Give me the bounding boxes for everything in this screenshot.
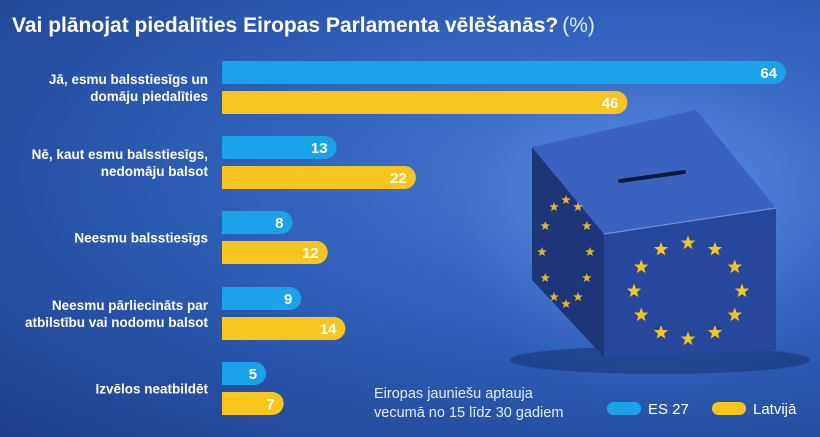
bar-es27-1 xyxy=(222,61,786,84)
legend-swatch-latvija xyxy=(712,402,746,415)
bar-latvija-4 xyxy=(222,317,346,340)
survey-note-line: vecumā no 15 līdz 30 gadiem xyxy=(374,405,563,421)
eu-star-icon xyxy=(653,325,669,339)
category-label-4: atbilstību vai nodomu balsot xyxy=(25,315,209,330)
title-text: Vai plānojat piedalīties Eiropas Parlame… xyxy=(12,14,559,37)
eu-star-icon xyxy=(734,283,750,298)
bar-es27-5 xyxy=(222,362,267,385)
value-label-latvija-3: 12 xyxy=(302,245,319,262)
eu-star-icon xyxy=(727,307,742,322)
eu-star-icon xyxy=(549,201,559,212)
box-top-face xyxy=(532,110,776,234)
eu-star-icon xyxy=(540,221,550,231)
category-label-5: Izvēlos neatbildēt xyxy=(95,382,208,397)
eu-star-icon xyxy=(549,292,559,302)
value-label-es27-2: 13 xyxy=(311,140,328,157)
eu-star-icon xyxy=(582,221,592,231)
value-label-latvija-4: 14 xyxy=(320,321,337,338)
bar-latvija-2 xyxy=(222,166,416,189)
box-edge xyxy=(603,207,777,235)
eu-star-icon xyxy=(727,259,742,274)
category-label-2: nedomāju balsot xyxy=(101,164,209,179)
eu-star-icon xyxy=(540,273,550,283)
value-label-es27-4: 9 xyxy=(284,291,292,308)
eu-star-icon xyxy=(634,307,649,322)
survey-note: Eiropas jauniešu aptauja vecumā no 15 līd… xyxy=(374,386,563,421)
box-left-face xyxy=(532,147,604,357)
eu-star-icon xyxy=(653,241,669,256)
eu-star-icon xyxy=(707,241,723,256)
box-front-face xyxy=(604,208,776,357)
eu-star-icon xyxy=(582,273,592,283)
value-label-es27-5: 5 xyxy=(249,366,257,383)
ballot-box-icon xyxy=(460,60,820,400)
value-label-latvija-2: 22 xyxy=(390,170,407,187)
category-label-1: domāju piedalīties xyxy=(90,89,208,104)
category-label-1: Jā, esmu balsstiesīgs un xyxy=(49,72,208,87)
legend-label-es27: ES 27 xyxy=(648,401,689,418)
eu-star-icon xyxy=(537,247,547,257)
bar-es27-2 xyxy=(222,136,337,159)
category-label-3: Neesmu balsstiesīgs xyxy=(74,231,208,246)
eu-star-icon xyxy=(573,292,583,302)
eu-star-icon xyxy=(573,201,583,212)
value-label-es27-1: 64 xyxy=(760,65,777,82)
bars: 64 46 13 22 8 12 9 14 57 xyxy=(222,61,786,415)
survey-note-line: Eiropas jauniešu aptauja xyxy=(374,386,534,402)
bar-latvija-1 xyxy=(222,91,628,114)
bar-latvija-5 xyxy=(222,392,284,415)
bar-es27-3 xyxy=(222,211,293,234)
bar-es27-4 xyxy=(222,287,302,310)
eu-star-icon xyxy=(561,195,571,205)
box-shadow xyxy=(510,346,810,374)
eu-star-icon xyxy=(680,331,696,346)
legend-swatch-es27 xyxy=(607,402,641,415)
eu-star-icon xyxy=(585,247,595,257)
eu-star-icon xyxy=(680,235,696,250)
title-unit: (%) xyxy=(562,14,595,37)
legend: ES 27 Latvijā xyxy=(607,401,797,418)
category-label-4: Neesmu pārliecināts par xyxy=(52,298,209,313)
category-label-2: Nē, kaut esmu balsstiesīgs, xyxy=(32,147,208,162)
eu-star-icon xyxy=(561,299,571,309)
eu-star-icon xyxy=(707,325,723,339)
category-labels: Jā, esmu balsstiesīgs un domāju piedalīti… xyxy=(25,72,209,397)
box-slot xyxy=(618,170,686,183)
value-label-latvija-5: 7 xyxy=(266,396,274,413)
eu-star-icon xyxy=(626,283,642,298)
chart-title: Vai plānojat piedalīties Eiropas Parlame… xyxy=(12,14,595,38)
value-label-latvija-1: 46 xyxy=(602,95,619,112)
legend-label-latvija: Latvijā xyxy=(753,401,797,418)
value-label-es27-3: 8 xyxy=(275,215,283,232)
bar-latvija-3 xyxy=(222,241,328,264)
eu-star-icon xyxy=(634,259,649,274)
